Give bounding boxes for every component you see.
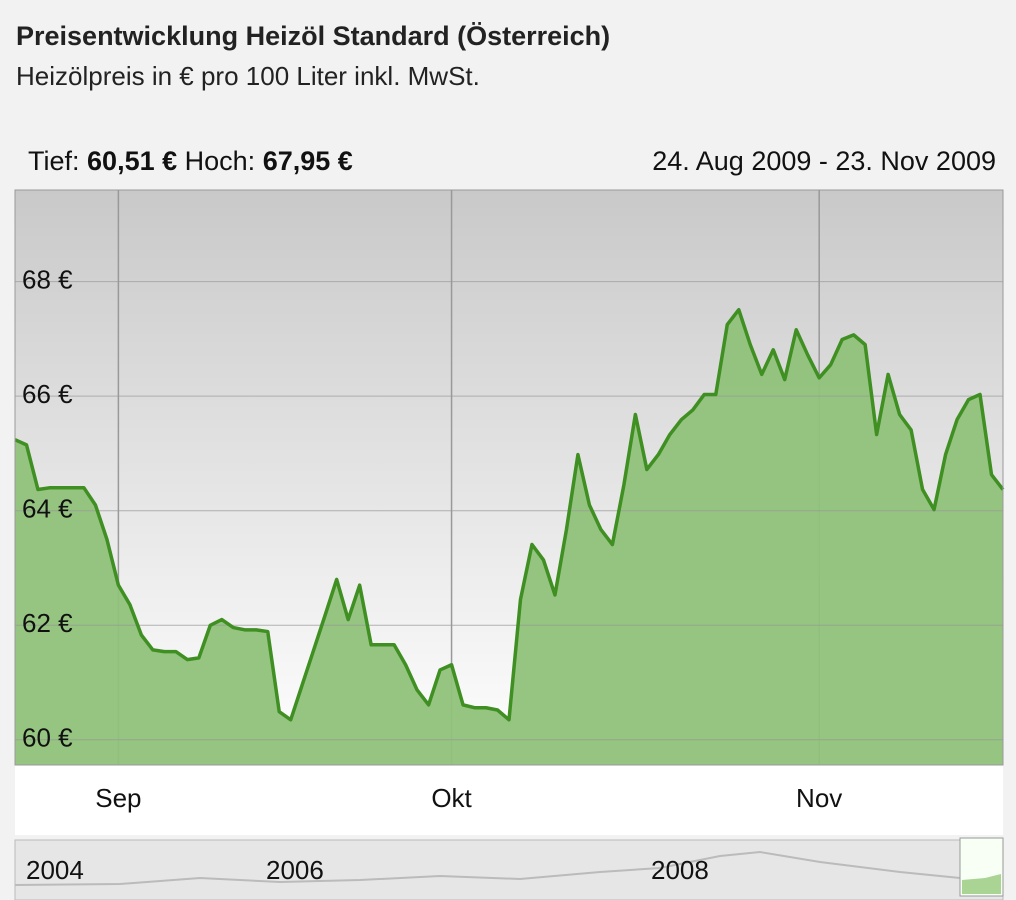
x-tick-label: Sep [95,783,141,813]
area-fill [15,309,1003,765]
navigator-window-area [962,874,1001,894]
navigator-label: 2004 [26,855,84,885]
x-tick-label: Okt [431,783,472,813]
date-range: 24. Aug 2009 - 23. Nov 2009 [652,146,996,176]
navigator-label: 2006 [266,855,324,885]
navigator[interactable] [14,839,1004,900]
summary: Tief: 60,51 € Hoch: 67,95 € [28,146,353,176]
y-tick-label: 68 € [22,265,73,295]
y-tick-label: 64 € [22,494,73,524]
high-value: 67,95 € [263,146,353,176]
low-label: Tief: [28,146,80,176]
navigator-label: 2008 [651,855,709,885]
x-tick-label: Nov [796,783,842,813]
x-axis-band [15,765,1003,835]
chart-subtitle: Heizölpreis in € pro 100 Liter inkl. MwS… [16,61,480,91]
plot-frame [14,189,1004,766]
chart-title: Preisentwicklung Heizöl Standard (Österr… [16,21,610,51]
y-tick-label: 60 € [22,723,73,753]
high-label: Hoch: [185,146,256,176]
low-value: 60,51 € [87,146,177,176]
y-tick-label: 62 € [22,608,73,638]
price-line [14,307,1005,722]
y-tick-label: 66 € [22,379,73,409]
navigator-sparkline [14,850,1004,886]
